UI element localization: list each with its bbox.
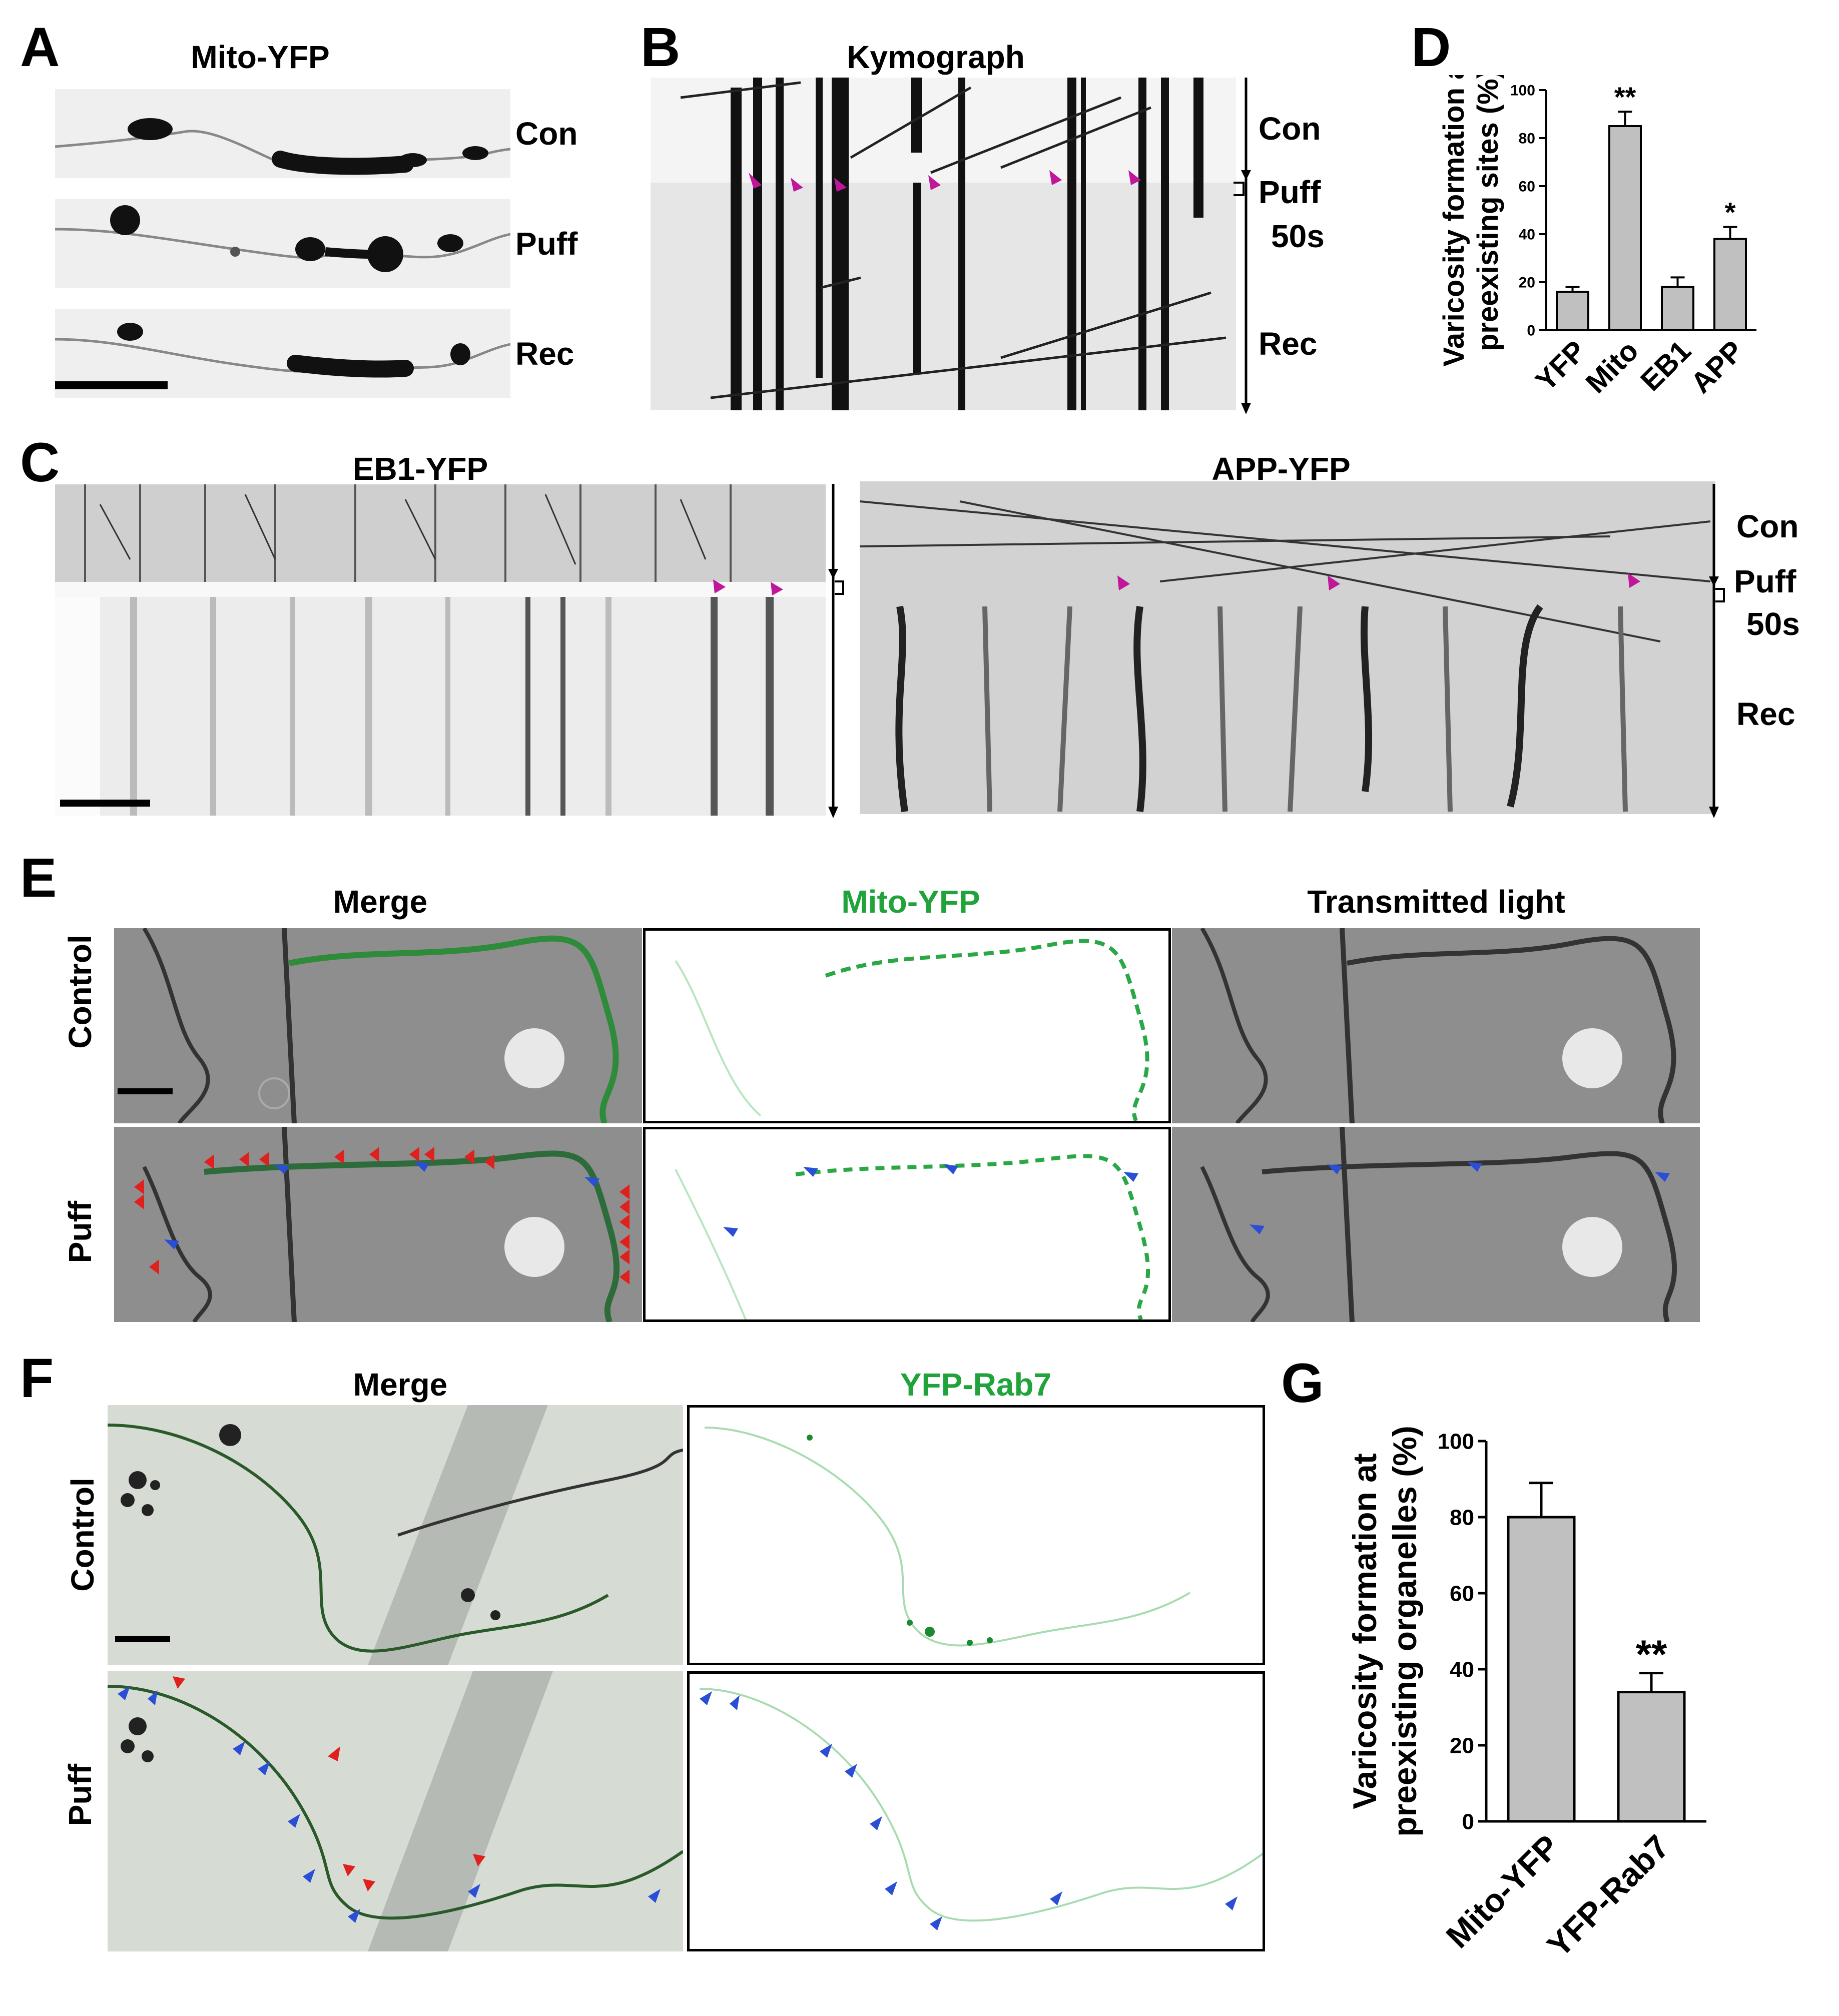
panel-label-c: C bbox=[20, 432, 60, 493]
y-tick-label: 0 bbox=[1462, 1809, 1474, 1834]
panel-label-e: E bbox=[20, 847, 57, 909]
panel-a-row-con: Con bbox=[515, 116, 578, 152]
panel-e-row-puff: Puff bbox=[62, 1200, 98, 1263]
panel-f-control-merge bbox=[108, 1405, 683, 1665]
panel-e-title-mito: Mito-YFP bbox=[841, 884, 980, 920]
panel-c-rec: Rec bbox=[1736, 696, 1795, 732]
panel-f-scale-bar bbox=[115, 1636, 170, 1642]
panel-c-puff: Puff bbox=[1734, 563, 1796, 599]
y-tick-label: 80 bbox=[1519, 131, 1535, 147]
panel-e-control-mito bbox=[643, 928, 1171, 1123]
bar bbox=[1556, 291, 1589, 332]
panel-e-control-merge bbox=[114, 928, 642, 1123]
significance-mark: ** bbox=[1636, 1632, 1667, 1677]
panel-c-app-kymograph bbox=[860, 481, 1715, 814]
bar bbox=[1617, 1691, 1686, 1823]
panel-b-kymograph bbox=[651, 78, 1236, 410]
panel-label-b: B bbox=[641, 17, 681, 78]
panel-e-row-control: Control bbox=[62, 935, 98, 1049]
x-tick-label: Mito bbox=[1579, 334, 1644, 399]
y-tick-label: 80 bbox=[1450, 1505, 1474, 1530]
panel-b-title: Kymograph bbox=[847, 39, 1025, 75]
bar bbox=[1713, 238, 1747, 331]
x-tick-label: YFP bbox=[1529, 334, 1592, 397]
y-tick-label: 40 bbox=[1519, 227, 1535, 243]
panel-f-row-control: Control bbox=[65, 1478, 101, 1592]
y-tick-label: 60 bbox=[1519, 179, 1535, 195]
panel-f-puff-rab7 bbox=[687, 1671, 1265, 1951]
y-tick-label: 20 bbox=[1450, 1733, 1474, 1758]
y-axis-label: Varicosity formation at bbox=[1346, 1453, 1383, 1809]
bar bbox=[1507, 1516, 1576, 1823]
y-tick-label: 100 bbox=[1510, 83, 1535, 99]
y-tick-label: 0 bbox=[1527, 323, 1535, 339]
y-axis-label: Varicosity formation at bbox=[1438, 75, 1470, 367]
panel-b-duration: 50s bbox=[1271, 218, 1325, 254]
panel-c-scale-bar bbox=[60, 800, 150, 807]
bar bbox=[1661, 286, 1694, 332]
y-tick-label: 60 bbox=[1450, 1581, 1474, 1606]
panel-c-eb1-kymograph bbox=[55, 484, 826, 816]
panel-f-row-puff: Puff bbox=[62, 1763, 98, 1826]
panel-e-scale-bar bbox=[118, 1088, 173, 1094]
panel-a-title: Mito-YFP bbox=[191, 39, 330, 75]
panel-e-title-transmitted: Transmitted light bbox=[1307, 884, 1565, 920]
chart-g: 0 20 40 60 80 100 Varicosity formation at preex… bbox=[1346, 1426, 1706, 1964]
y-axis-label: preexisting organelles (%) bbox=[1386, 1426, 1423, 1837]
panel-b-con: Con bbox=[1259, 111, 1321, 147]
panel-a-image-con bbox=[55, 89, 511, 178]
y-tick-label: 40 bbox=[1450, 1657, 1474, 1682]
panel-f-title-merge: Merge bbox=[353, 1367, 448, 1403]
panel-e-control-transmitted bbox=[1172, 928, 1700, 1123]
panel-b-rec: Rec bbox=[1259, 326, 1318, 362]
panel-e-title-merge: Merge bbox=[333, 884, 428, 920]
panel-c-duration: 50s bbox=[1746, 606, 1800, 642]
panel-a-scale-bar bbox=[55, 381, 168, 389]
panel-b-puff: Puff bbox=[1259, 174, 1321, 210]
chart-d: 0 20 40 60 80 100 Varicosity formation at preex… bbox=[1438, 75, 1756, 400]
panel-f-puff-merge bbox=[108, 1671, 683, 1951]
panel-c-left-title: EB1-YFP bbox=[352, 451, 488, 487]
x-tick-label: EB1 bbox=[1634, 334, 1697, 397]
panel-a-row-puff: Puff bbox=[515, 226, 578, 262]
y-tick-label: 20 bbox=[1519, 275, 1535, 291]
panel-e-puff-merge bbox=[114, 1127, 642, 1322]
panel-e-puff-transmitted bbox=[1172, 1127, 1700, 1322]
panel-e-puff-mito bbox=[643, 1127, 1171, 1322]
panel-f-title-rab7: YFP-Rab7 bbox=[900, 1367, 1052, 1403]
panel-label-a: A bbox=[20, 17, 60, 78]
bar bbox=[1608, 125, 1642, 331]
y-axis-label: preexisting sites (%) bbox=[1472, 75, 1504, 351]
panel-a-image-puff bbox=[55, 199, 511, 288]
panel-label-d: D bbox=[1411, 17, 1451, 78]
x-tick-label: APP bbox=[1684, 334, 1749, 399]
panel-c-right-title: APP-YFP bbox=[1211, 451, 1351, 487]
panel-a-row-rec: Rec bbox=[515, 336, 574, 372]
panel-f-control-rab7 bbox=[687, 1405, 1265, 1665]
y-tick-label: 100 bbox=[1438, 1429, 1474, 1454]
panel-label-f: F bbox=[20, 1348, 54, 1409]
significance-mark: ** bbox=[1614, 81, 1636, 113]
significance-mark: * bbox=[1725, 197, 1736, 228]
panel-c-con: Con bbox=[1736, 508, 1799, 544]
panel-label-g: G bbox=[1281, 1353, 1324, 1414]
